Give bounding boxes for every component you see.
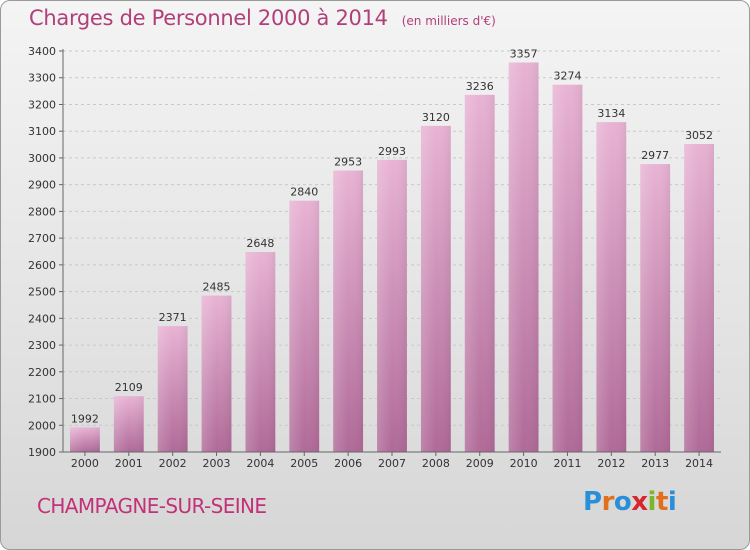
x-tick-label: 2008 <box>422 457 450 470</box>
y-tick-label: 1900 <box>28 446 56 459</box>
bar-value-label: 2371 <box>159 311 187 324</box>
x-tick-label: 2004 <box>246 457 274 470</box>
logo-letter: r <box>601 487 615 517</box>
x-tick-label: 2012 <box>597 457 625 470</box>
y-tick-label: 2800 <box>28 205 56 218</box>
y-tick-label: 2500 <box>28 286 56 299</box>
bar-shine <box>157 326 188 452</box>
y-tick-label: 3400 <box>28 45 56 58</box>
x-tick-label: 2002 <box>159 457 187 470</box>
bar-value-label: 2648 <box>246 237 274 250</box>
x-tick-label: 2000 <box>71 457 99 470</box>
y-tick-label: 2000 <box>28 419 56 432</box>
bar-shine <box>289 200 320 452</box>
bar-value-label: 2840 <box>290 186 318 199</box>
x-tick-label: 2009 <box>466 457 494 470</box>
x-tick-label: 2003 <box>203 457 231 470</box>
y-tick-label: 3100 <box>28 125 56 138</box>
bar-shine <box>508 62 539 453</box>
proxiti-logo: Proxiti <box>583 487 677 517</box>
bar-shine <box>245 252 276 452</box>
bar-shine <box>333 170 364 453</box>
bar-value-label: 1992 <box>71 412 99 425</box>
bar-value-label: 3357 <box>510 47 538 60</box>
x-tick-label: 2010 <box>510 457 538 470</box>
logo-letter: o <box>613 487 632 517</box>
bar-value-label: 2109 <box>115 381 143 394</box>
x-tick-label: 2013 <box>641 457 669 470</box>
bar-shine <box>113 396 144 452</box>
chart-title: Charges de Personnel 2000 à 2014 <box>29 6 388 30</box>
bar-shine <box>201 295 232 452</box>
logo-letter: i <box>647 487 657 517</box>
bar-shine <box>464 94 495 453</box>
y-tick-label: 2400 <box>28 312 56 325</box>
bar-value-label: 3052 <box>685 129 713 142</box>
x-tick-label: 2006 <box>334 457 362 470</box>
bar-value-label: 3236 <box>466 80 494 93</box>
logo-letter: t <box>655 487 668 517</box>
logo-letter: x <box>631 487 648 517</box>
bar-value-label: 3274 <box>553 70 581 83</box>
x-tick-label: 2005 <box>290 457 318 470</box>
bar-shine <box>640 164 671 452</box>
y-tick-label: 2600 <box>28 259 56 272</box>
bar-value-label: 2485 <box>203 281 231 294</box>
bar-value-label: 2977 <box>641 149 669 162</box>
x-tick-label: 2014 <box>685 457 713 470</box>
y-tick-label: 2100 <box>28 393 56 406</box>
bar-shine <box>377 159 407 452</box>
bar-shine <box>684 144 714 453</box>
y-tick-label: 2300 <box>28 339 56 352</box>
x-tick-label: 2007 <box>378 457 406 470</box>
bar-value-label: 2953 <box>334 155 362 168</box>
bar-shine <box>420 125 451 452</box>
y-tick-label: 2200 <box>28 366 56 379</box>
y-tick-label: 2700 <box>28 232 56 245</box>
logo-letter: i <box>667 487 677 517</box>
bar-value-label: 3120 <box>422 111 450 124</box>
y-tick-label: 3000 <box>28 152 56 165</box>
bar-shine <box>70 427 100 452</box>
x-tick-label: 2011 <box>553 457 581 470</box>
commune-name: CHAMPAGNE-SUR-SEINE <box>37 494 267 518</box>
bar-value-label: 3134 <box>597 107 625 120</box>
bar-shine <box>552 84 583 453</box>
y-tick-label: 3300 <box>28 72 56 85</box>
logo-letter: P <box>583 487 602 517</box>
chart-subtitle: (en milliers d'€) <box>401 14 496 28</box>
y-tick-label: 3200 <box>28 98 56 111</box>
x-tick-label: 2001 <box>115 457 143 470</box>
bar-value-label: 2993 <box>378 145 406 158</box>
title-row: Charges de Personnel 2000 à 2014 (en mill… <box>29 6 496 30</box>
y-tick-label: 2900 <box>28 179 56 192</box>
bar-shine <box>596 122 627 453</box>
